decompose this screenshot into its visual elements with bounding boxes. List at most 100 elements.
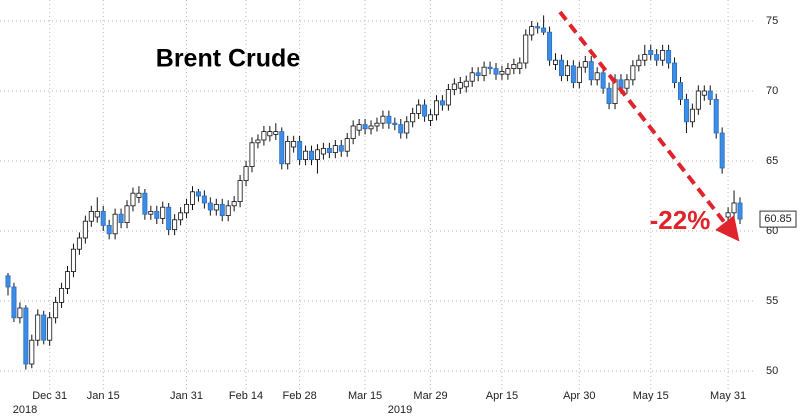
candle-body (511, 64, 517, 70)
candle-body (100, 210, 106, 226)
candle-body (588, 61, 594, 81)
grid (0, 0, 755, 392)
candle-body (451, 83, 457, 90)
candle-body (243, 166, 249, 182)
y-tick-label: 70 (766, 85, 778, 97)
candle-body (600, 72, 606, 89)
candle-body (642, 54, 648, 61)
candle-body (88, 210, 94, 222)
y-tick-label: 65 (766, 155, 778, 167)
candle-body (481, 66, 487, 76)
candle-body (469, 72, 475, 82)
candle-body (487, 66, 493, 69)
candle-body (570, 65, 576, 84)
candle-body (255, 139, 261, 144)
y-tick-label: 75 (766, 15, 778, 27)
x-tick-label: Apr 15 (486, 390, 518, 402)
candle-body (386, 115, 392, 124)
candle-body (505, 68, 511, 75)
y-tick-label: 55 (766, 295, 778, 307)
candles (5, 15, 743, 370)
candle-body (201, 195, 207, 204)
candle-body (285, 140, 291, 165)
candle-body (130, 192, 136, 207)
candle-body (35, 314, 41, 341)
candle-body (701, 90, 707, 96)
candle-body (439, 100, 445, 106)
candle-body (225, 205, 231, 217)
x-tick-label: Feb 14 (229, 390, 263, 402)
candle-body (416, 104, 422, 114)
last-price-box (759, 210, 797, 228)
candle-body (178, 212, 184, 221)
candle-body (672, 62, 678, 84)
candle-body (433, 100, 439, 116)
candle-body (368, 125, 374, 130)
candle-body (94, 210, 100, 218)
candle-body (273, 131, 279, 135)
candle-body (475, 72, 481, 77)
candle-body (445, 89, 451, 106)
candle-body (737, 202, 743, 220)
year-label: 2018 (13, 404, 37, 416)
candle-body (314, 149, 320, 161)
trend-arrow (558, 10, 740, 242)
candle-body (630, 65, 636, 81)
candle-body (142, 192, 148, 215)
candle-body (493, 68, 499, 75)
candle-body (41, 314, 47, 341)
candle-body (154, 210, 160, 219)
candle-body (564, 65, 570, 77)
candle-body (398, 124, 404, 134)
candle-body (582, 61, 588, 68)
candle-body (594, 72, 600, 81)
candle-body (344, 138, 350, 152)
candle-body (517, 62, 523, 69)
candle-body (374, 122, 380, 127)
candle-body (219, 203, 225, 216)
candle-body (189, 191, 195, 205)
y-tick-label: 60 (766, 225, 778, 237)
candle-body (660, 50, 666, 61)
candle-body (410, 113, 416, 123)
candle-body (213, 203, 219, 211)
candle-body (17, 307, 23, 319)
candle-body (683, 99, 689, 123)
annotation: -22% (650, 205, 711, 235)
candle-body (160, 206, 166, 219)
candle-body (148, 210, 154, 215)
x-tick-label: Jan 31 (170, 390, 203, 402)
candle-body (636, 59, 642, 67)
candle-body (166, 206, 172, 230)
candle-body (106, 224, 112, 235)
candle-body (291, 140, 297, 148)
x-tick-label: May 31 (710, 390, 746, 402)
candle-body (677, 82, 683, 100)
candle-body (523, 34, 529, 64)
candle-body (297, 140, 303, 160)
candle-body (666, 50, 672, 64)
candle-body (725, 212, 731, 218)
candle-body (404, 121, 410, 134)
candle-body (184, 203, 190, 214)
candle-body (279, 131, 285, 165)
candle-body (499, 71, 505, 75)
x-tick-label: May 15 (633, 390, 669, 402)
candle-body (576, 66, 582, 83)
candle-body (29, 339, 35, 365)
candle-body (713, 99, 719, 134)
candle-body (82, 220, 88, 239)
candle-body (136, 192, 142, 198)
y-tick-label: 50 (766, 365, 778, 377)
candle-body (541, 27, 547, 33)
candle-body (463, 80, 469, 88)
chart-title: Brent Crude (156, 45, 301, 73)
candle-body (707, 90, 713, 100)
candle-body (547, 31, 553, 61)
candle-body (231, 201, 237, 207)
candle-body (267, 131, 273, 137)
x-tick-label: Apr 30 (563, 390, 595, 402)
x-tick-label: Dec 31 (32, 390, 67, 402)
candle-body (719, 132, 725, 169)
